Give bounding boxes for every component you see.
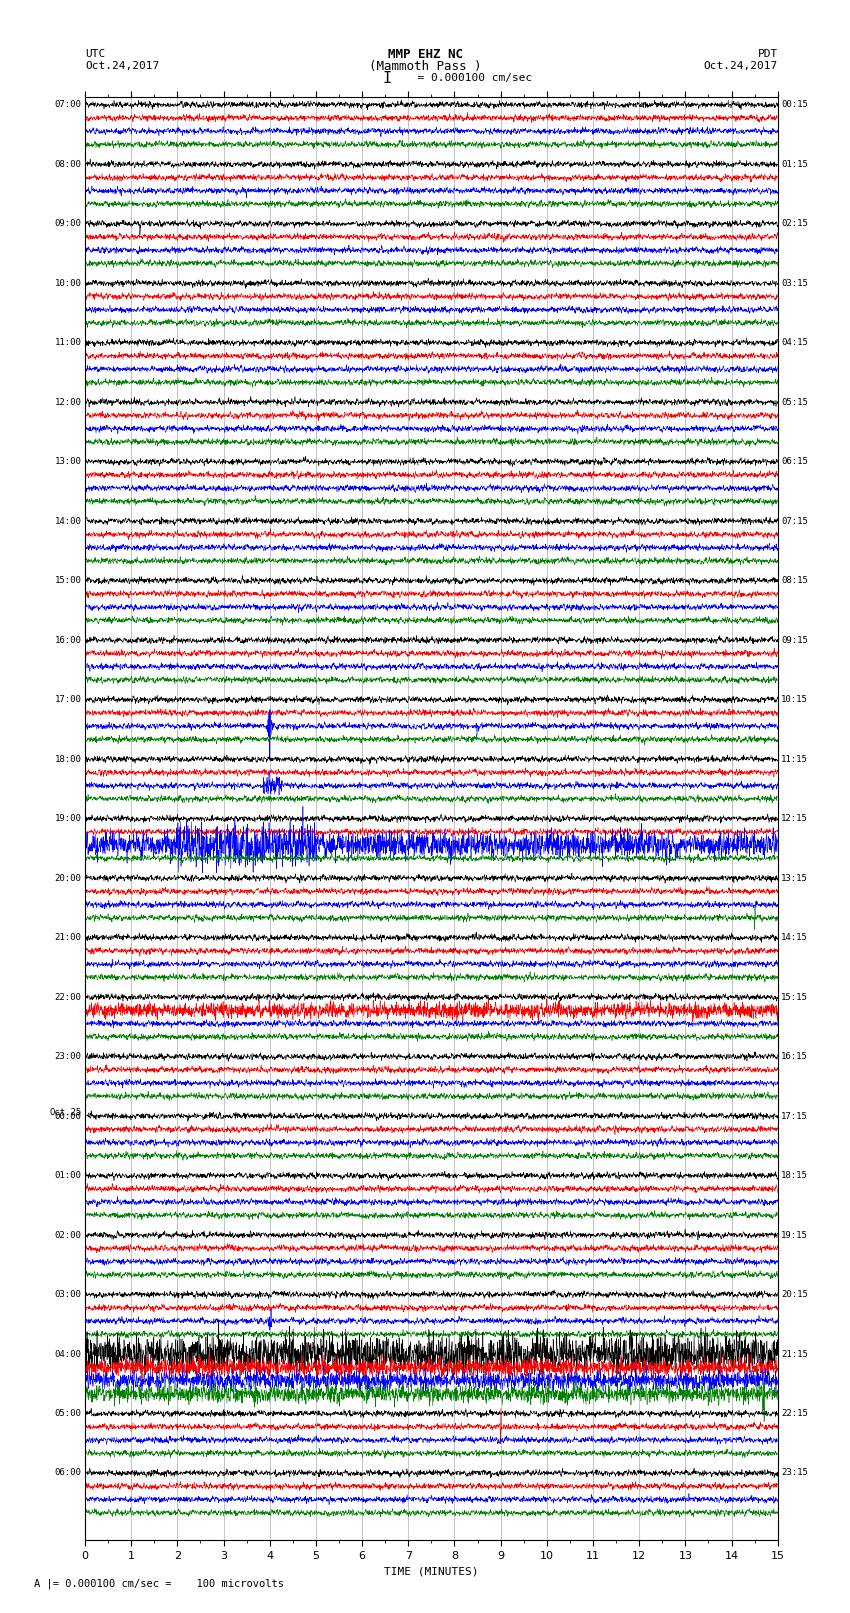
Text: 10:15: 10:15 <box>781 695 808 705</box>
Text: 09:15: 09:15 <box>781 636 808 645</box>
Text: 00:15: 00:15 <box>781 100 808 110</box>
Text: 20:15: 20:15 <box>781 1290 808 1298</box>
Text: 23:15: 23:15 <box>781 1468 808 1478</box>
Text: 11:15: 11:15 <box>781 755 808 763</box>
Text: 05:15: 05:15 <box>781 398 808 406</box>
Text: 06:00: 06:00 <box>54 1468 82 1478</box>
Text: 22:00: 22:00 <box>54 992 82 1002</box>
Text: 13:00: 13:00 <box>54 456 82 466</box>
Text: Oct.24,2017: Oct.24,2017 <box>85 61 159 71</box>
Text: 07:15: 07:15 <box>781 516 808 526</box>
Text: 07:00: 07:00 <box>54 100 82 110</box>
Text: 14:00: 14:00 <box>54 516 82 526</box>
Text: 00:00: 00:00 <box>54 1111 82 1121</box>
Text: 11:00: 11:00 <box>54 339 82 347</box>
Text: 23:00: 23:00 <box>54 1052 82 1061</box>
Text: 12:00: 12:00 <box>54 398 82 406</box>
Text: 21:15: 21:15 <box>781 1350 808 1358</box>
Text: 18:00: 18:00 <box>54 755 82 763</box>
Text: 22:15: 22:15 <box>781 1410 808 1418</box>
Text: 09:00: 09:00 <box>54 219 82 227</box>
Text: 15:00: 15:00 <box>54 576 82 586</box>
Text: 20:00: 20:00 <box>54 874 82 882</box>
Text: 21:00: 21:00 <box>54 932 82 942</box>
Text: 19:15: 19:15 <box>781 1231 808 1239</box>
Text: 18:15: 18:15 <box>781 1171 808 1181</box>
Text: 04:15: 04:15 <box>781 339 808 347</box>
Text: Oct.25: Oct.25 <box>49 1108 82 1116</box>
Text: 14:15: 14:15 <box>781 932 808 942</box>
Text: 02:15: 02:15 <box>781 219 808 227</box>
Text: 15:15: 15:15 <box>781 992 808 1002</box>
Text: 01:00: 01:00 <box>54 1171 82 1181</box>
Text: 13:15: 13:15 <box>781 874 808 882</box>
Text: Oct.24,2017: Oct.24,2017 <box>704 61 778 71</box>
Text: 08:00: 08:00 <box>54 160 82 169</box>
Text: 10:00: 10:00 <box>54 279 82 287</box>
Text: (Mammoth Pass ): (Mammoth Pass ) <box>369 60 481 73</box>
Text: 16:15: 16:15 <box>781 1052 808 1061</box>
Text: MMP EHZ NC: MMP EHZ NC <box>388 47 462 61</box>
Text: 12:15: 12:15 <box>781 815 808 823</box>
Text: 02:00: 02:00 <box>54 1231 82 1239</box>
Text: I: I <box>382 71 391 85</box>
Text: 17:15: 17:15 <box>781 1111 808 1121</box>
X-axis label: TIME (MINUTES): TIME (MINUTES) <box>384 1566 479 1576</box>
Text: 16:00: 16:00 <box>54 636 82 645</box>
Text: 05:00: 05:00 <box>54 1410 82 1418</box>
Text: 04:00: 04:00 <box>54 1350 82 1358</box>
Text: 03:00: 03:00 <box>54 1290 82 1298</box>
Text: PDT: PDT <box>757 48 778 60</box>
Text: A |= 0.000100 cm/sec =    100 microvolts: A |= 0.000100 cm/sec = 100 microvolts <box>34 1579 284 1589</box>
Text: 03:15: 03:15 <box>781 279 808 287</box>
Text: UTC: UTC <box>85 48 105 60</box>
Text: 08:15: 08:15 <box>781 576 808 586</box>
Text: = 0.000100 cm/sec: = 0.000100 cm/sec <box>404 73 532 84</box>
Text: 19:00: 19:00 <box>54 815 82 823</box>
Text: 01:15: 01:15 <box>781 160 808 169</box>
Text: 17:00: 17:00 <box>54 695 82 705</box>
Text: 06:15: 06:15 <box>781 456 808 466</box>
